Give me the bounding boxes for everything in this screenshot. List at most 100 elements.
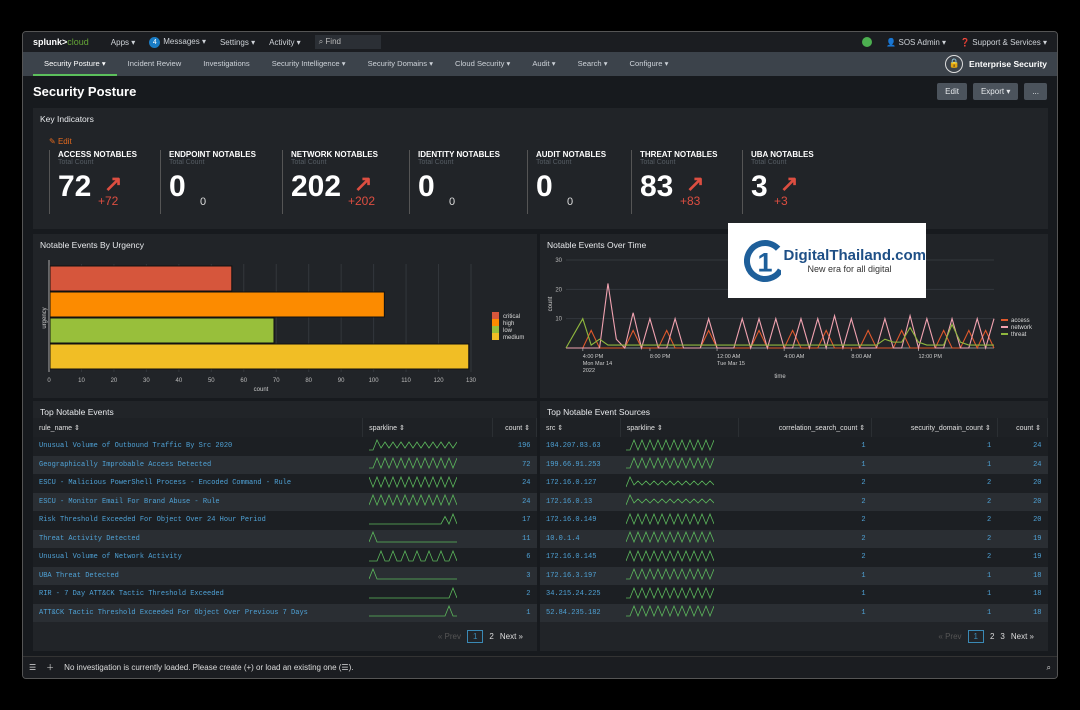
sdc-value[interactable]: 1 [987,442,992,451]
add-investigation-icon[interactable]: ＋ [46,663,55,672]
rule-link[interactable]: Risk Threshold Exceeded For Object Over … [39,516,266,525]
csc-value[interactable]: 2 [861,479,866,488]
count-value[interactable]: 2 [526,590,531,599]
count-cell[interactable]: 11 [492,529,537,548]
rule-cell[interactable]: UBA Threat Detected [33,566,363,585]
health-status-icon[interactable] [862,37,873,47]
nav-item-security-domains[interactable]: Security Domains ▾ [367,59,434,68]
rule-link[interactable]: RIR - 7 Day ATT&CK Tactic Threshold Exce… [39,590,224,599]
table-row[interactable]: Threat Activity Detected 11 [33,529,537,548]
messages-menu[interactable]: 4 Messages ▾ [149,36,206,48]
sdc-cell[interactable]: 1 [871,437,998,456]
sdc-value[interactable]: 2 [987,479,992,488]
src-cell[interactable]: 104.207.83.63 [540,437,621,456]
src-link[interactable]: 172.16.0.145 [546,553,597,562]
user-menu[interactable]: 👤 SOS Admin ▾ [886,37,947,47]
series-line-threat[interactable] [565,317,994,349]
count-value[interactable]: 18 [1033,608,1042,617]
legend-label[interactable]: critical [503,314,520,320]
table-row[interactable]: 34.215.24.225 1 1 18 [540,585,1048,604]
table-row[interactable]: 172.16.0.149 2 2 20 [540,511,1048,530]
count-cell[interactable]: 2 [492,585,537,604]
count-value[interactable]: 196 [517,442,531,451]
table-row[interactable]: 10.0.1.4 2 2 19 [540,529,1048,548]
src-cell[interactable]: 10.0.1.4 [540,529,621,548]
nav-item-configure[interactable]: Configure ▾ [629,59,669,68]
csc-cell[interactable]: 1 [738,603,872,622]
zoom-icon[interactable]: ⌕ [1046,662,1051,672]
table-row[interactable]: 104.207.83.63 1 1 24 [540,437,1048,456]
page-button-1[interactable]: 1 [967,630,984,643]
count-value[interactable]: 24 [1033,442,1042,451]
count-value[interactable]: 3 [526,571,531,580]
column-header[interactable]: security_domain_count ⇕ [871,418,998,437]
table-row[interactable]: RIR - 7 Day ATT&CK Tactic Threshold Exce… [33,585,537,604]
table-row[interactable]: ESCU - Malicious PowerShell Process - En… [33,474,537,493]
edit-indicators-link[interactable]: ✎ Edit [49,137,72,146]
column-header[interactable]: count ⇕ [492,418,537,437]
sdc-cell[interactable]: 1 [871,585,998,604]
csc-value[interactable]: 2 [861,534,866,543]
count-cell[interactable]: 24 [492,474,537,493]
activity-menu[interactable]: Activity ▾ [269,37,301,47]
src-link[interactable]: 34.215.24.225 [546,590,601,599]
legend-label[interactable]: high [503,321,514,327]
table-row[interactable]: UBA Threat Detected 3 [33,566,537,585]
count-value[interactable]: 24 [1033,460,1042,469]
src-link[interactable]: 172.16.0.127 [546,479,597,488]
rule-link[interactable]: ESCU - Malicious PowerShell Process - En… [39,479,292,488]
splunk-logo[interactable]: splunk>cloud [33,37,89,47]
count-cell[interactable]: 6 [492,548,537,567]
rule-link[interactable]: UBA Threat Detected [39,571,119,580]
sdc-value[interactable]: 1 [987,460,992,469]
count-value[interactable]: 20 [1033,479,1042,488]
count-value[interactable]: 19 [1033,534,1042,543]
count-cell[interactable]: 1 [492,603,537,622]
export-button[interactable]: Export ▾ [972,83,1019,100]
rule-link[interactable]: ESCU - Monitor Email For Brand Abuse - R… [39,497,220,506]
series-line-access[interactable] [566,329,995,350]
src-cell[interactable]: 172.16.3.197 [540,566,621,585]
sdc-value[interactable]: 1 [987,590,992,599]
count-value[interactable]: 20 [1033,497,1042,506]
find-input[interactable]: ⌕ Find [314,35,381,49]
sdc-cell[interactable]: 1 [871,603,998,622]
src-link[interactable]: 104.207.83.63 [546,442,601,451]
legend-label[interactable]: threat [1011,332,1027,338]
table-row[interactable]: Unusual Volume of Network Activity 6 [33,548,537,567]
edit-button[interactable]: Edit [937,83,967,100]
rule-link[interactable]: ATT&CK Tactic Threshold Exceeded For Obj… [39,608,308,617]
table-row[interactable]: 199.66.91.253 1 1 24 [540,455,1048,474]
table-row[interactable]: 172.16.0.127 2 2 20 [540,474,1048,493]
count-value[interactable]: 18 [1033,571,1042,580]
count-cell[interactable]: 20 [997,511,1048,530]
sdc-cell[interactable]: 2 [871,548,998,567]
kpi-uba[interactable]: UBA NOTABLES Total Count 3 ↗ +3 [742,150,842,214]
sdc-value[interactable]: 1 [987,571,992,580]
csc-value[interactable]: 1 [861,608,866,617]
count-value[interactable]: 1 [526,608,531,617]
bar-low[interactable] [49,317,275,344]
page-button-2[interactable]: 2 [489,632,494,641]
next-page-button[interactable]: Next » [1010,632,1034,641]
investigation-list-icon[interactable]: ☰ [29,663,37,672]
count-cell[interactable]: 196 [492,437,537,456]
sdc-value[interactable]: 2 [987,516,992,525]
column-header[interactable]: correlation_search_count ⇕ [738,418,873,437]
legend-label[interactable]: access [1011,318,1030,324]
rule-cell[interactable]: Unusual Volume of Network Activity [33,548,363,567]
column-header[interactable]: count ⇕ [997,418,1049,437]
count-cell[interactable]: 18 [997,585,1048,604]
count-cell[interactable]: 24 [492,492,537,511]
table-row[interactable]: 172.16.3.197 1 1 18 [540,566,1048,585]
count-cell[interactable]: 19 [997,529,1048,548]
sdc-value[interactable]: 2 [987,497,992,506]
count-value[interactable]: 11 [522,534,531,543]
count-cell[interactable]: 24 [997,437,1048,456]
nav-item-security-intelligence[interactable]: Security Intelligence ▾ [271,59,346,68]
table-row[interactable]: Unusual Volume of Outbound Traffic By Sr… [33,437,537,456]
src-cell[interactable]: 172.16.0.149 [540,511,621,530]
count-cell[interactable]: 18 [997,566,1048,585]
settings-menu[interactable]: Settings ▾ [219,37,256,47]
src-link[interactable]: 52.84.235.182 [546,608,601,617]
